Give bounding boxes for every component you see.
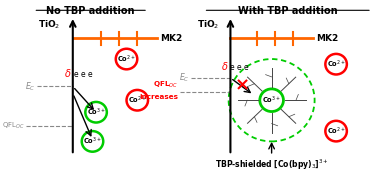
Text: With TBP addition: With TBP addition: [238, 6, 338, 16]
Text: e e e: e e e: [231, 63, 249, 72]
Text: Co$^{3+}$: Co$^{3+}$: [83, 136, 102, 147]
Text: Co$^{3+}$: Co$^{3+}$: [262, 95, 281, 106]
Text: $E_C$: $E_C$: [179, 72, 189, 84]
Text: TiO$_2$: TiO$_2$: [38, 18, 61, 31]
Text: TiO$_2$: TiO$_2$: [197, 18, 219, 31]
Text: MK2: MK2: [161, 34, 183, 43]
Text: $\delta$: $\delta$: [222, 60, 229, 72]
Text: No TBP addition: No TBP addition: [46, 6, 135, 16]
Text: $\delta$: $\delta$: [64, 67, 71, 79]
Text: QFL$_{OC}$: QFL$_{OC}$: [153, 80, 178, 90]
Text: TBP-shielded [Co(bpy)$_3$]$^{3+}$: TBP-shielded [Co(bpy)$_3$]$^{3+}$: [215, 158, 328, 172]
Text: Co$^{2+}$: Co$^{2+}$: [327, 59, 345, 70]
Text: e e e: e e e: [73, 70, 92, 79]
Text: increases: increases: [139, 94, 178, 100]
Text: MK2: MK2: [316, 34, 339, 43]
Text: $\mathbf{\times}$: $\mathbf{\times}$: [234, 77, 249, 95]
Text: Co$^{2+}$: Co$^{2+}$: [327, 125, 345, 137]
Text: Co$^{2+}$: Co$^{2+}$: [117, 53, 136, 65]
Text: $E_C$: $E_C$: [25, 80, 35, 93]
Text: QFL$_{OC}$: QFL$_{OC}$: [2, 121, 25, 131]
Text: Co$^{3+}$: Co$^{3+}$: [87, 107, 105, 118]
Text: Co$^{2+}$: Co$^{2+}$: [128, 95, 147, 106]
